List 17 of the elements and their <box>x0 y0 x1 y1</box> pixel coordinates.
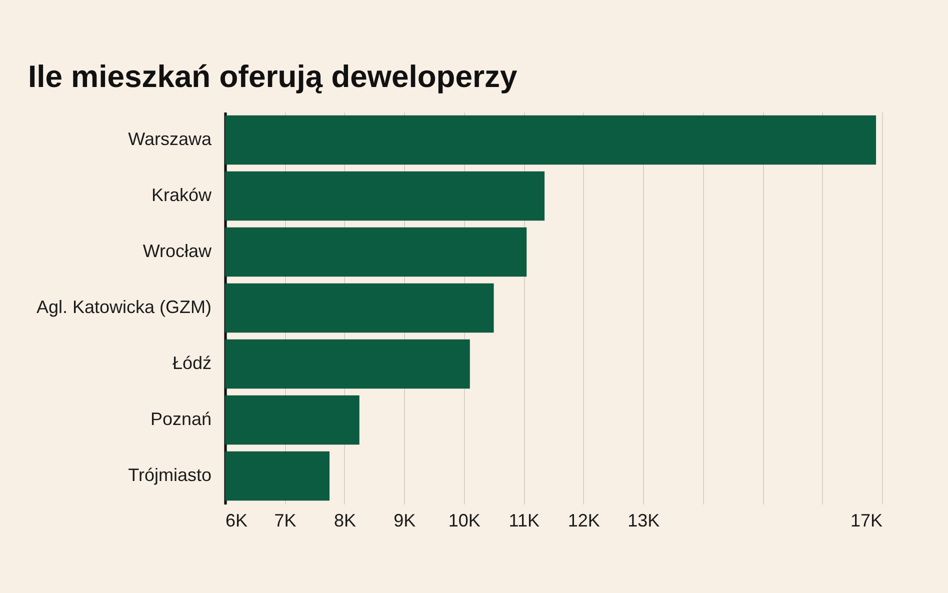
y-tick-label: Trójmiasto <box>128 465 212 485</box>
x-tick-label: 9K <box>394 510 416 530</box>
y-tick-label: Kraków <box>151 185 212 205</box>
y-tick-label: Poznań <box>150 409 212 429</box>
x-tick-label: 10K <box>448 510 480 530</box>
x-tick-label: 7K <box>274 510 296 530</box>
chart-title: Ile mieszkań oferują deweloperzy <box>28 59 518 94</box>
y-tick-label: Łódź <box>172 353 212 373</box>
y-tick-label: Agl. Katowicka (GZM) <box>36 297 212 317</box>
x-tick-label: 12K <box>568 510 600 530</box>
x-tick-label: 17K <box>850 510 882 530</box>
x-tick-label: 6K <box>226 510 248 530</box>
x-tick-label: 11K <box>508 510 540 530</box>
y-tick-label: Wrocław <box>142 241 212 261</box>
x-tick-label: 13K <box>628 510 660 530</box>
x-tick-label: 8K <box>334 510 356 530</box>
y-tick-label: Warszawa <box>128 129 212 149</box>
